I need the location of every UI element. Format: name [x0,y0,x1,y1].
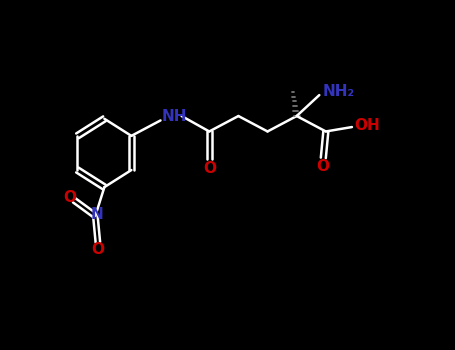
Text: O: O [91,243,104,258]
Text: NH₂: NH₂ [322,84,354,99]
Text: NH: NH [162,108,187,124]
Text: N: N [91,206,104,222]
Text: O: O [203,161,216,176]
Text: OH: OH [354,118,380,133]
Text: O: O [64,190,77,205]
Text: O: O [316,159,329,174]
